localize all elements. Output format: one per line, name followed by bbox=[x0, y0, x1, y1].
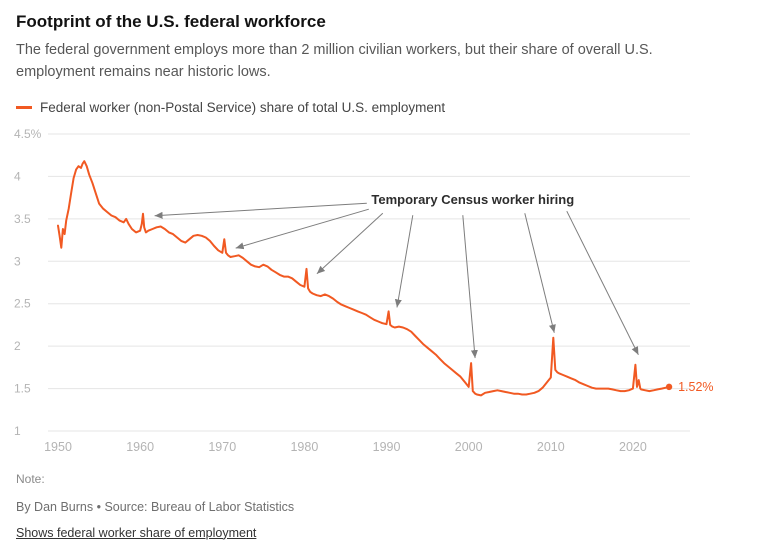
end-point bbox=[665, 383, 673, 390]
annotation-arrow bbox=[154, 202, 367, 219]
x-tick-label: 1970 bbox=[208, 440, 236, 454]
y-tick-label: 2.5 bbox=[14, 296, 31, 310]
x-tick-label: 2010 bbox=[537, 440, 565, 454]
y-tick-label: 1.5 bbox=[14, 381, 31, 395]
byline: By Dan Burns • Source: Bureau of Labor S… bbox=[16, 499, 295, 514]
y-tick-label: 3.5 bbox=[14, 211, 31, 225]
annotation-arrow bbox=[394, 214, 414, 307]
annotation-arrow bbox=[566, 210, 639, 355]
chart-subtitle: The federal government employs more than… bbox=[16, 42, 653, 80]
x-tick-label: 1980 bbox=[290, 440, 318, 454]
y-tick-label: 2 bbox=[14, 339, 21, 353]
annotation-arrow bbox=[524, 212, 556, 333]
annotation-arrow bbox=[316, 212, 384, 274]
legend-line-swatch bbox=[16, 105, 32, 109]
annotation-arrow bbox=[235, 208, 369, 249]
chart-canvas: 4.5% 4 3.5 3 2.5 2 1.5 1 1950 1960 1970 1980 1990 200… bbox=[14, 127, 714, 454]
legend-label: Federal worker (non-Postal Service) shar… bbox=[40, 99, 446, 115]
chart-footer: Note: By Dan Burns • Source: Bureau of L… bbox=[0, 472, 766, 542]
legend: Federal worker (non-Postal Service) shar… bbox=[16, 100, 750, 115]
y-tick-label: 4 bbox=[14, 169, 21, 183]
y-tick-label: 1 bbox=[14, 424, 21, 438]
page-title: Footprint of the U.S. federal workforce bbox=[16, 12, 326, 31]
chart-view-toggle-link[interactable]: Shows federal worker share of employment bbox=[16, 525, 257, 540]
line-chart: 4.5% 4 3.5 3 2.5 2 1.5 1 1950 1960 1970 1980 1990 200… bbox=[0, 119, 766, 464]
trend-line bbox=[57, 159, 671, 396]
annotation-label: Temporary Census worker hiring bbox=[371, 192, 574, 207]
y-tick-label: 4.5% bbox=[14, 127, 42, 141]
x-tick-label: 1960 bbox=[126, 440, 154, 454]
x-tick-label: 2020 bbox=[619, 440, 647, 454]
y-tick-label: 3 bbox=[14, 254, 21, 268]
x-tick-label: 1990 bbox=[373, 440, 401, 454]
x-tick-label: 1950 bbox=[44, 440, 72, 454]
note-label: Note: bbox=[16, 471, 45, 486]
annotation-arrow bbox=[462, 214, 478, 358]
end-value-label: 1.52% bbox=[678, 379, 713, 393]
x-tick-label: 2000 bbox=[455, 440, 483, 454]
